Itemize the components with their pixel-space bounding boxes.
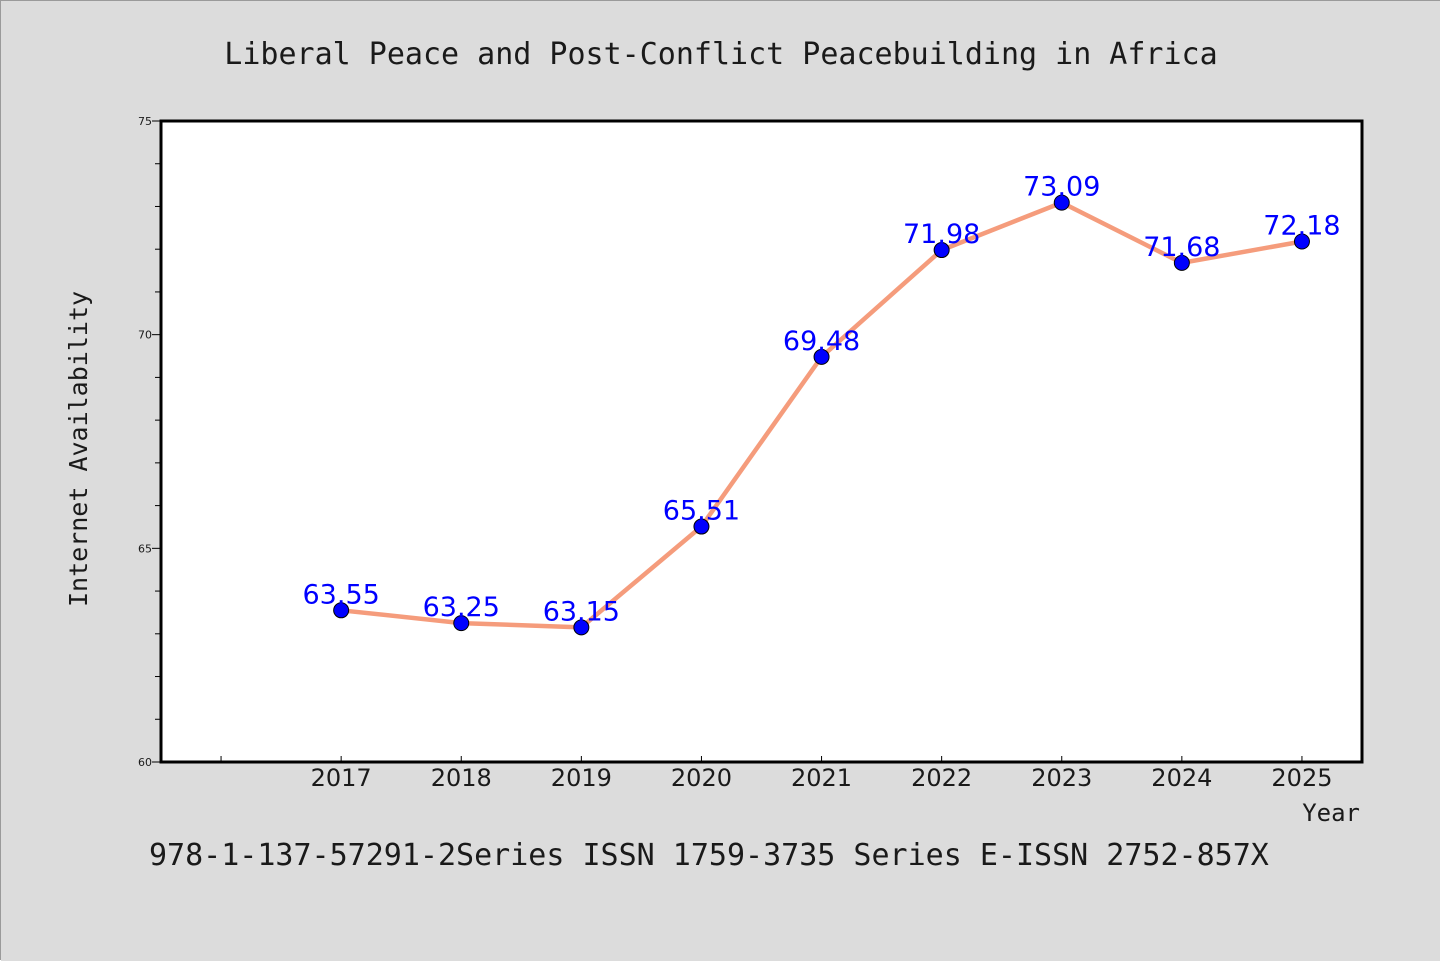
data-label: 73.09 xyxy=(1023,172,1100,203)
data-point-marker xyxy=(693,518,710,535)
y-tick-label: 70 xyxy=(138,329,152,342)
x-tick-label: 2021 xyxy=(791,764,852,792)
y-axis-label: Internet Availability xyxy=(64,291,93,607)
data-label: 69.48 xyxy=(783,326,860,357)
data-label: 71.68 xyxy=(1143,232,1220,263)
data-point-marker xyxy=(1173,254,1190,271)
x-axis-label: Year xyxy=(1302,799,1360,827)
x-axis-tick-labels: 2017 2018 2019 2020 2021 2022 2023 2024 2025 xyxy=(311,764,1333,792)
chart-title: Liberal Peace and Post-Conflict Peacebui… xyxy=(224,37,1217,72)
data-point-marker xyxy=(333,602,350,619)
x-tick-label: 2024 xyxy=(1151,764,1212,792)
x-tick-label: 2025 xyxy=(1271,764,1332,792)
x-tick-label: 2017 xyxy=(311,764,372,792)
x-tick-label: 2022 xyxy=(911,764,972,792)
data-point-marker xyxy=(453,615,470,632)
footer-text: 978-1-137-57291-2Series ISSN 1759-3735 S… xyxy=(149,838,1269,873)
data-point-marker xyxy=(813,348,830,365)
x-tick-label: 2019 xyxy=(551,764,612,792)
y-tick-label: 75 xyxy=(138,115,152,128)
x-tick-label: 2023 xyxy=(1031,764,1092,792)
data-label: 71.98 xyxy=(903,219,980,250)
data-point-marker xyxy=(1053,194,1070,211)
x-tick-label: 2018 xyxy=(431,764,492,792)
x-tick-label: 2020 xyxy=(671,764,732,792)
data-label: 65.51 xyxy=(663,496,740,527)
data-label: 72.18 xyxy=(1263,211,1340,242)
y-tick-label: 65 xyxy=(138,542,152,555)
data-point-marker xyxy=(573,619,590,636)
x-axis-ticks xyxy=(220,756,1303,762)
y-tick-label: 60 xyxy=(138,756,152,769)
y-axis-ticks xyxy=(152,120,161,763)
data-label: 63.25 xyxy=(423,592,500,623)
data-point-marker xyxy=(1293,233,1310,250)
data-point-marker xyxy=(933,242,950,259)
data-labels: 63.55 63.25 63.15 65.51 69.48 71.98 73.09 71.68… xyxy=(303,172,1341,628)
data-label: 63.55 xyxy=(303,579,380,610)
data-label: 63.15 xyxy=(543,596,620,627)
series-markers xyxy=(333,194,1310,636)
y-axis-tick-labels: 60 65 70 75 xyxy=(138,115,152,769)
